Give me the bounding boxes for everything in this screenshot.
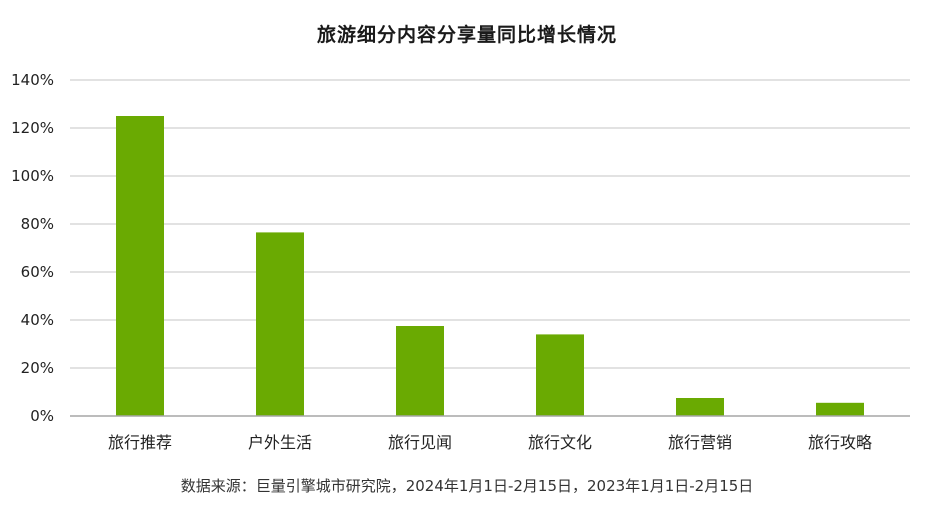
y-tick-label: 40% — [21, 311, 54, 329]
y-tick-label: 0% — [30, 407, 54, 425]
y-tick-label: 120% — [11, 119, 54, 137]
category-label: 旅行营销 — [668, 433, 732, 452]
y-tick-label: 60% — [21, 263, 54, 281]
gridlines — [70, 79, 910, 369]
y-tick-label: 20% — [21, 359, 54, 377]
x-axis-category-labels: 旅行推荐 户外生活 旅行见闻 旅行文化 旅行营销 旅行攻略 — [108, 433, 872, 452]
category-label: 旅行推荐 — [108, 433, 172, 452]
category-label: 户外生活 — [248, 433, 312, 452]
y-tick-label: 80% — [21, 215, 54, 233]
chart-title: 旅游细分内容分享量同比增长情况 — [316, 24, 617, 46]
category-label: 旅行文化 — [528, 433, 592, 452]
y-tick-label: 100% — [11, 167, 54, 185]
bar — [396, 326, 444, 416]
bar — [116, 116, 164, 416]
bars — [116, 116, 864, 416]
category-label: 旅行见闻 — [388, 433, 452, 452]
y-tick-label: 140% — [11, 71, 54, 89]
category-label: 旅行攻略 — [808, 433, 872, 452]
source-note: 数据来源：巨量引擎城市研究院，2024年1月1日-2月15日，2023年1月1日… — [180, 477, 754, 495]
y-axis-tick-labels: 0% 20% 40% 60% 80% 100% 120% 140% — [11, 71, 54, 425]
bar — [816, 402, 864, 416]
bar — [536, 334, 584, 416]
bar — [676, 398, 724, 416]
bar — [256, 232, 304, 416]
